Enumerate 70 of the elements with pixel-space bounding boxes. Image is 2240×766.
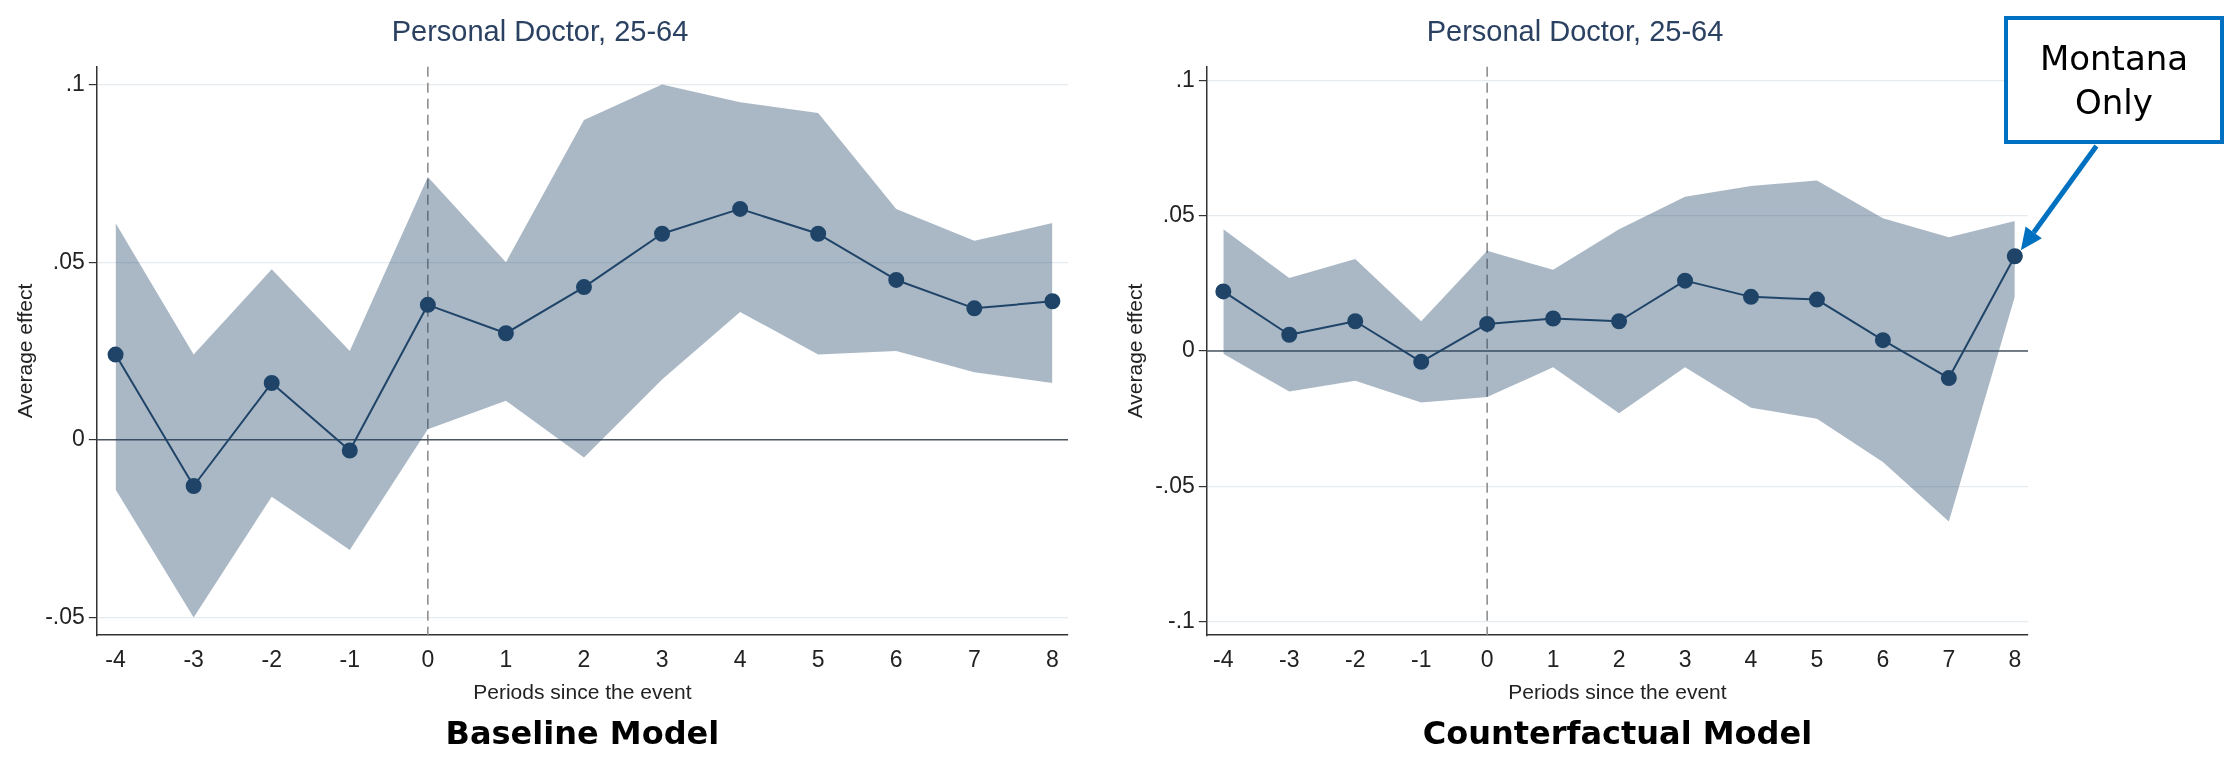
y-tick-label: .1 <box>1175 65 1195 92</box>
x-tick-label: -4 <box>105 646 126 673</box>
chart-title: Personal Doctor, 25-64 <box>1426 15 1724 48</box>
y-tick-label: -.05 <box>45 602 85 629</box>
x-tick-label: 4 <box>733 646 747 673</box>
point <box>497 325 514 342</box>
y-tick-label: .05 <box>1162 201 1195 228</box>
x-tick-label: -3 <box>183 646 204 673</box>
x-tick-label: -2 <box>1345 646 1366 673</box>
point <box>1545 310 1562 327</box>
point <box>419 296 436 313</box>
x-tick-label: 3 <box>1678 646 1692 673</box>
x-tick-label: 0 <box>1480 646 1494 673</box>
y-axis-title: Average effect <box>13 283 37 419</box>
y-tick-label: 0 <box>72 425 85 452</box>
x-tick-label: -2 <box>261 646 282 673</box>
y-tick-label: 0 <box>1182 336 1195 363</box>
x-tick-label: 3 <box>655 646 669 673</box>
point <box>1044 293 1061 310</box>
point <box>1874 332 1891 349</box>
text: Montana Only <box>2039 37 2189 124</box>
x-tick-label: -1 <box>339 646 360 673</box>
x-tick-label: 1 <box>499 646 513 673</box>
point <box>1281 326 1298 343</box>
text: Baseline Model <box>445 714 720 753</box>
point <box>966 300 983 317</box>
x-tick-label: 1 <box>1546 646 1560 673</box>
point <box>2006 248 2023 265</box>
x-tick-label: -3 <box>1279 646 1300 673</box>
x-tick-label: 6 <box>889 646 903 673</box>
point <box>888 271 905 288</box>
x-axis-title: Periods since the event <box>473 680 692 704</box>
point <box>1215 283 1232 300</box>
point <box>1479 315 1496 332</box>
x-tick-label: 7 <box>967 646 981 673</box>
point <box>732 200 749 217</box>
x-tick-label: 8 <box>2008 646 2022 673</box>
point <box>654 225 671 242</box>
y-tick-label: .1 <box>65 69 85 96</box>
point <box>1940 370 1957 387</box>
point <box>575 279 592 296</box>
text: Counterfactual Model <box>1422 714 1813 753</box>
x-tick-label: 8 <box>1045 646 1059 673</box>
point <box>185 478 202 494</box>
point <box>1347 313 1364 330</box>
point <box>341 442 358 459</box>
x-axis-title: Periods since the event <box>1508 680 1727 704</box>
x-tick-label: -4 <box>1213 646 1234 673</box>
x-tick-label: -1 <box>1410 646 1432 673</box>
x-tick-label: 7 <box>1942 646 1956 673</box>
x-tick-label: 2 <box>577 646 591 673</box>
point <box>263 374 280 391</box>
y-axis-title: Average effect <box>1123 283 1147 419</box>
x-tick-label: 4 <box>1744 646 1758 673</box>
x-tick-label: 0 <box>421 646 435 673</box>
point <box>810 225 827 242</box>
y-tick-label: -.05 <box>1155 471 1195 498</box>
x-tick-label: 2 <box>1612 646 1626 673</box>
point <box>1677 272 1694 289</box>
point <box>1808 291 1825 308</box>
chart-title: Personal Doctor, 25-64 <box>391 15 689 48</box>
x-tick-label: 6 <box>1876 646 1890 673</box>
point <box>107 346 124 363</box>
point <box>1413 353 1430 370</box>
y-tick-label: .05 <box>52 247 85 274</box>
point <box>1742 288 1759 305</box>
y-tick-label: -.1 <box>1167 607 1195 634</box>
point <box>1611 313 1628 330</box>
x-tick-label: 5 <box>1810 646 1824 673</box>
x-tick-label: 5 <box>811 646 825 673</box>
